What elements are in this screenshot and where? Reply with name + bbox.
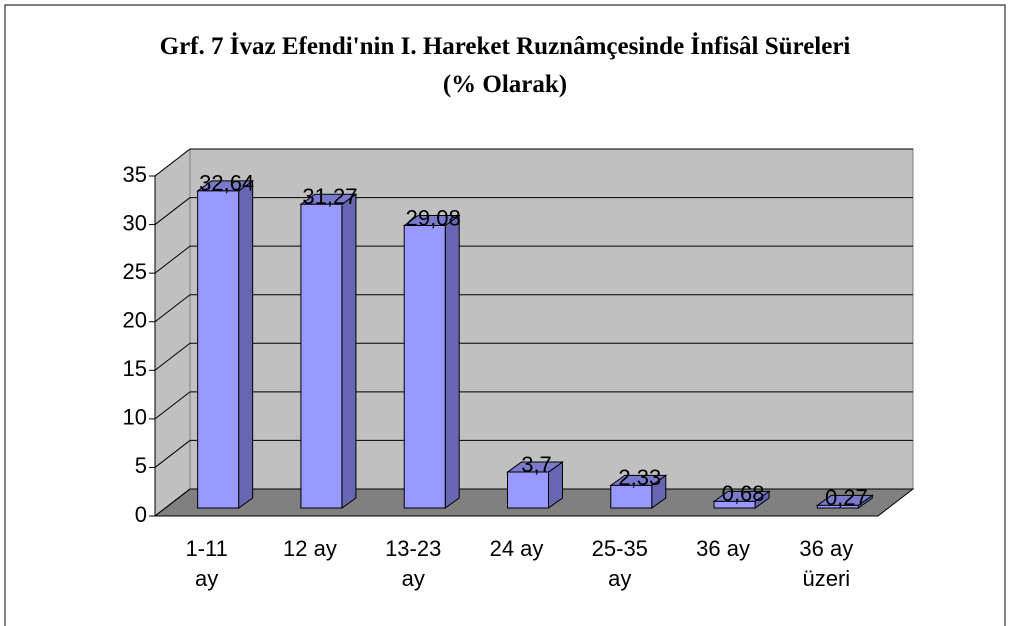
x-tick-label: 1-11 ay: [185, 536, 228, 591]
y-tick-label: 15: [123, 356, 147, 381]
bar-front: [713, 500, 756, 509]
x-tick-label: 24 ay: [489, 536, 544, 561]
grid-line-side: [154, 148, 191, 177]
y-tick-label: 25: [123, 259, 147, 284]
bar: [402, 214, 461, 509]
bar: [505, 461, 565, 509]
grid-line-side: [154, 488, 191, 517]
y-tick-label: 0: [135, 502, 147, 527]
bar: [712, 490, 771, 509]
chart-title: Grf. 7 İvaz Efendi'nin I. Hareket Ruznâm…: [159, 33, 851, 98]
bar: [609, 474, 668, 509]
grid-line-side: [154, 294, 191, 323]
x-tick-label: 36 ay: [696, 536, 750, 561]
grid-line-side: [154, 342, 191, 371]
grid-line-side: [154, 197, 191, 225]
y-tick-label: 10: [123, 405, 147, 430]
bar: [815, 494, 874, 509]
bar: [299, 193, 358, 509]
y-tick-label: 35: [123, 162, 147, 187]
bar-front: [197, 190, 240, 509]
grid-line-side: [154, 440, 191, 468]
grid-line-side: [154, 391, 191, 420]
value-label: 2,33: [618, 465, 661, 490]
y-tick-label: 5: [135, 453, 147, 478]
x-tick-label: 25-35 ay: [591, 536, 648, 591]
value-label: 0,68: [722, 481, 765, 506]
bar-front: [610, 484, 653, 509]
back-wall: [189, 148, 914, 490]
grid-line-side: [154, 245, 191, 274]
value-label: 31,27: [302, 184, 357, 209]
x-tick-label: 12 ay: [283, 536, 337, 561]
bar-side: [238, 179, 254, 509]
bar-side: [444, 214, 460, 509]
value-label: 32,64: [199, 171, 254, 196]
x-tick-label: 36 ay üzeri: [799, 536, 854, 591]
bar-front: [816, 504, 859, 509]
value-label: 29,08: [406, 205, 461, 230]
value-label: 0,27: [825, 485, 868, 510]
bar-front: [507, 471, 549, 509]
y-tick-label: 20: [123, 308, 147, 333]
bar-front: [300, 203, 343, 509]
bar-side: [341, 193, 357, 509]
y-tick-label: 30: [123, 210, 147, 235]
bar-front: [403, 225, 446, 509]
side-wall: [154, 147, 191, 518]
x-tick-label: 13-23 ay: [385, 536, 442, 591]
bar: [196, 179, 255, 509]
value-label: 3,7: [521, 452, 552, 477]
